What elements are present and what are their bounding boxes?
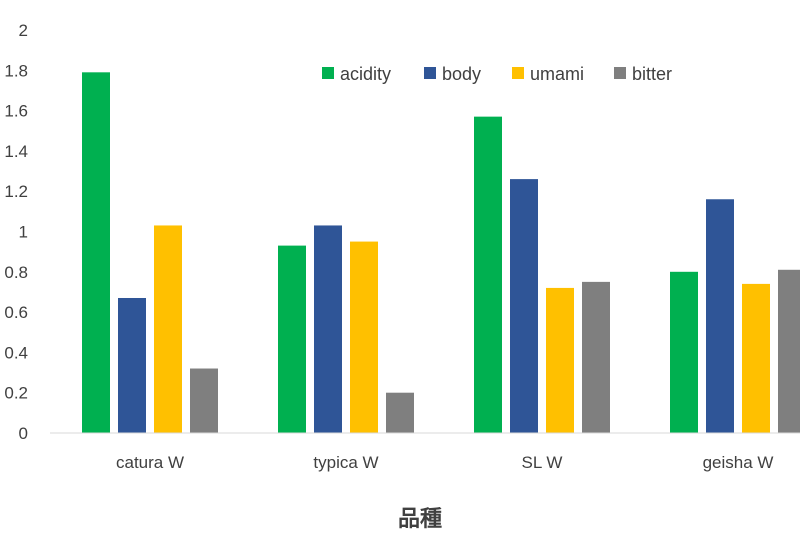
legend-swatch xyxy=(614,67,626,79)
bar-bitter-typica-w xyxy=(386,392,414,433)
legend-label: bitter xyxy=(632,64,672,84)
bar-bitter-sl-w xyxy=(582,281,610,433)
y-tick-label: 2 xyxy=(19,21,28,40)
y-tick-label: 1.8 xyxy=(4,61,28,80)
x-tick-label: geisha W xyxy=(703,453,774,472)
bar-acidity-sl-w xyxy=(474,116,502,434)
legend-swatch xyxy=(424,67,436,79)
y-tick-label: 1.2 xyxy=(4,182,28,201)
bar-body-typica-w xyxy=(314,225,342,433)
y-tick-label: 0.4 xyxy=(4,343,28,362)
bar-acidity-typica-w xyxy=(278,245,306,433)
bars xyxy=(82,72,800,434)
x-tick-label: SL W xyxy=(522,453,563,472)
x-tick-label: catura W xyxy=(116,453,184,472)
bar-umami-typica-w xyxy=(350,241,378,433)
legend: acidity body umami bitter xyxy=(322,64,672,84)
legend-label: acidity xyxy=(340,64,391,84)
legend-item-bitter: bitter xyxy=(614,64,672,84)
legend-swatch xyxy=(322,67,334,79)
x-axis-tick-labels: catura W typica W SL W geisha W xyxy=(116,453,773,472)
bar-umami-sl-w xyxy=(546,287,574,433)
y-tick-label: 0.8 xyxy=(4,263,28,282)
y-tick-label: 1 xyxy=(19,223,28,242)
legend-label: body xyxy=(442,64,481,84)
y-tick-label: 0.6 xyxy=(4,303,28,322)
y-axis: 0 0.2 0.4 0.6 0.8 1 1.2 1.4 1.6 1.8 2 xyxy=(4,21,28,443)
y-tick-label: 0.2 xyxy=(4,384,28,403)
legend-swatch xyxy=(512,67,524,79)
bar-umami-geisha-w xyxy=(742,283,770,433)
y-tick-label: 1.6 xyxy=(4,102,28,121)
legend-label: umami xyxy=(530,64,584,84)
bar-body-geisha-w xyxy=(706,199,734,433)
bar-body-catura-w xyxy=(118,297,146,433)
legend-item-umami: umami xyxy=(512,64,584,84)
y-tick-label: 0 xyxy=(19,424,28,443)
bar-umami-catura-w xyxy=(154,225,182,433)
legend-item-body: body xyxy=(424,64,481,84)
y-tick-label: 1.4 xyxy=(4,142,28,161)
bar-acidity-geisha-w xyxy=(670,271,698,433)
bar-body-sl-w xyxy=(510,179,538,433)
bar-bitter-catura-w xyxy=(190,368,218,433)
x-axis-label: 品種 xyxy=(398,507,442,532)
x-tick-label: typica W xyxy=(313,453,378,472)
bar-acidity-catura-w xyxy=(82,72,110,433)
bar-bitter-geisha-w xyxy=(778,269,800,433)
legend-item-acidity: acidity xyxy=(322,64,391,84)
